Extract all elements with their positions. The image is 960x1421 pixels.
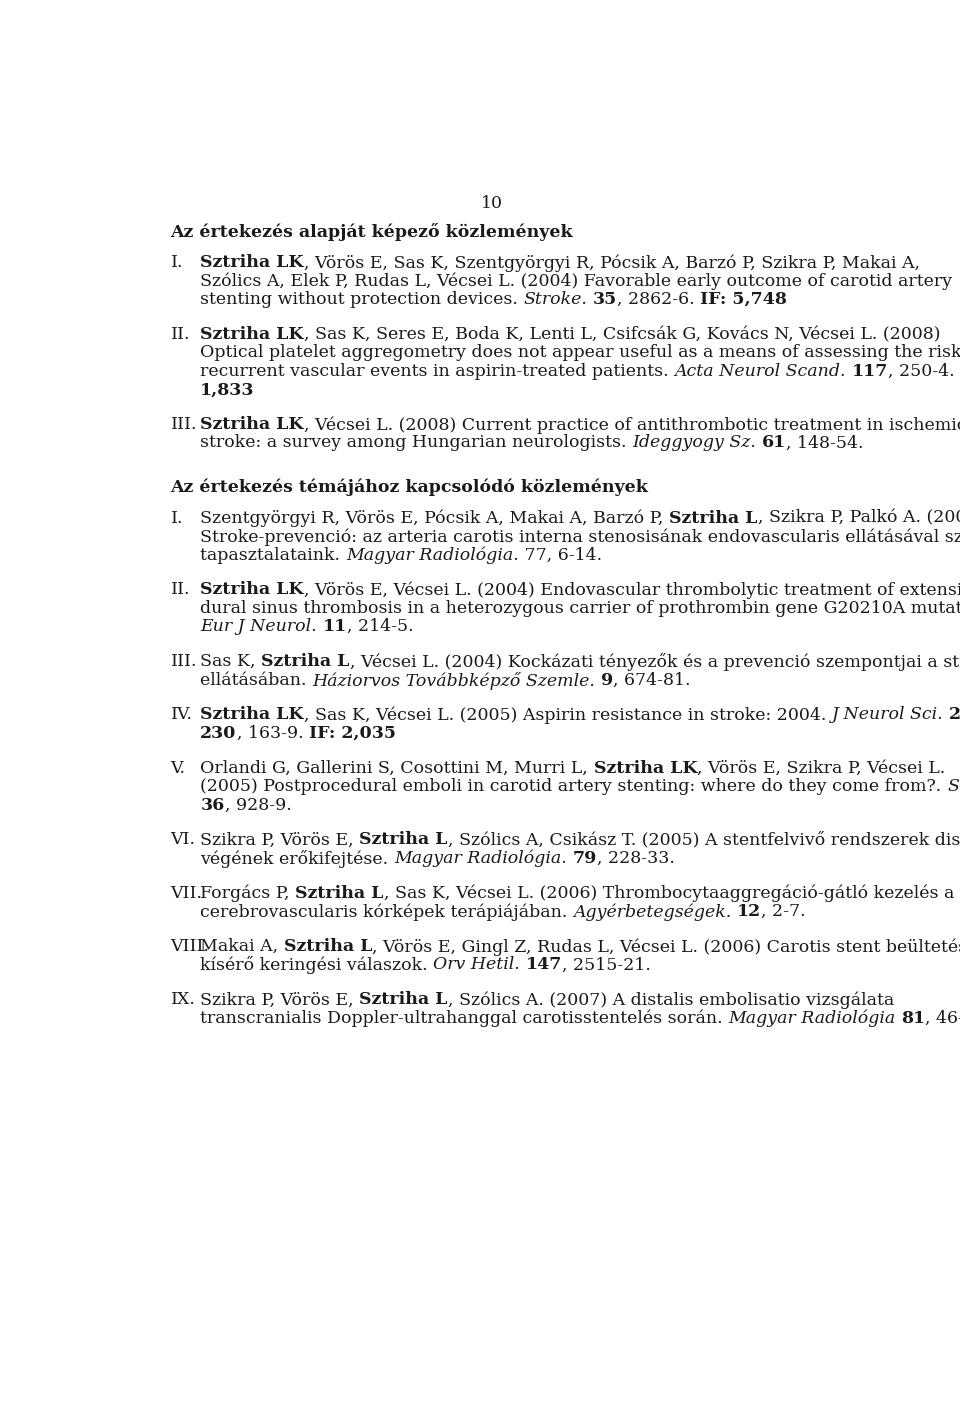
Text: , Szólics A, Csikász T. (2005) A stentfelvivő rendszerek distalis: , Szólics A, Csikász T. (2005) A stentfe… xyxy=(448,831,960,848)
Text: , Szikra P, Palkó A. (2003): , Szikra P, Palkó A. (2003) xyxy=(757,510,960,527)
Text: stroke: a survey among Hungarian neurologists.: stroke: a survey among Hungarian neurolo… xyxy=(201,435,633,452)
Text: 77, 6-14.: 77, 6-14. xyxy=(518,547,602,564)
Text: II.: II. xyxy=(171,325,190,342)
Text: Magyar Radiológia: Magyar Radiológia xyxy=(729,1010,896,1027)
Text: Sas K,: Sas K, xyxy=(201,654,261,671)
Text: , Vécsei L. (2004) Kockázati tényezők és a prevenció szempontjai a stroke: , Vécsei L. (2004) Kockázati tényezők és… xyxy=(349,654,960,671)
Text: , Vécsei L. (2008) Current practice of antithrombotic treatment in ischemic: , Vécsei L. (2008) Current practice of a… xyxy=(304,416,960,433)
Text: ellátásában.: ellátásában. xyxy=(201,672,312,689)
Text: 12: 12 xyxy=(737,904,761,921)
Text: VI.: VI. xyxy=(171,831,196,848)
Text: 1,833: 1,833 xyxy=(201,381,254,398)
Text: Sztriha LK: Sztriha LK xyxy=(201,254,304,271)
Text: , Sas K, Seres E, Boda K, Lenti L, Csifcsák G, Kovács N, Vécsei L. (2008): , Sas K, Seres E, Boda K, Lenti L, Csifc… xyxy=(304,325,941,342)
Text: VIII.: VIII. xyxy=(171,938,209,955)
Text: , 46–51.: , 46–51. xyxy=(925,1010,960,1027)
Text: J Neurol Sci.: J Neurol Sci. xyxy=(831,706,944,723)
Text: IX.: IX. xyxy=(171,992,196,1009)
Text: Eur J Neurol.: Eur J Neurol. xyxy=(201,618,317,635)
Text: , Sas K, Vécsei L. (2006) Thrombocytaaggregáció-gátló kezelés a: , Sas K, Vécsei L. (2006) Thrombocytaagg… xyxy=(384,885,954,902)
Text: Sztriha L: Sztriha L xyxy=(359,992,448,1009)
Text: cerebrovascularis kórképek terápiájában.: cerebrovascularis kórképek terápiájában. xyxy=(201,904,573,921)
Text: Magyar Radiológia.: Magyar Radiológia. xyxy=(346,547,518,564)
Text: 61: 61 xyxy=(761,435,786,452)
Text: Sztriha L: Sztriha L xyxy=(261,654,349,671)
Text: Acta Neurol Scand.: Acta Neurol Scand. xyxy=(675,362,846,379)
Text: , Sas K, Vécsei L. (2005) Aspirin resistance in stroke: 2004.: , Sas K, Vécsei L. (2005) Aspirin resist… xyxy=(304,706,831,723)
Text: Az értekezés témájához kapcsolódó közlemények: Az értekezés témájához kapcsolódó közlem… xyxy=(171,479,648,496)
Text: I.: I. xyxy=(171,510,183,527)
Text: IF: 2,035: IF: 2,035 xyxy=(309,725,396,742)
Text: III.: III. xyxy=(171,416,197,433)
Text: , 163-9.: , 163-9. xyxy=(237,725,309,742)
Text: Magyar Radiológia.: Magyar Radiológia. xyxy=(394,850,566,867)
Text: , 228-33.: , 228-33. xyxy=(596,850,675,867)
Text: Sztriha L: Sztriha L xyxy=(669,510,757,527)
Text: Orlandi G, Gallerini S, Cosottini M, Murri L,: Orlandi G, Gallerini S, Cosottini M, Mur… xyxy=(201,760,593,777)
Text: , 2862-6.: , 2862-6. xyxy=(617,291,701,308)
Text: , 2-7.: , 2-7. xyxy=(761,904,805,921)
Text: V.: V. xyxy=(171,760,185,777)
Text: Stroke.: Stroke. xyxy=(524,291,588,308)
Text: 147: 147 xyxy=(526,956,563,973)
Text: 79: 79 xyxy=(572,850,596,867)
Text: , 148-54.: , 148-54. xyxy=(786,435,863,452)
Text: , Vörös E, Gingl Z, Rudas L, Vécsei L. (2006) Carotis stent beültetést: , Vörös E, Gingl Z, Rudas L, Vécsei L. (… xyxy=(372,938,960,955)
Text: , Vörös E, Vécsei L. (2004) Endovascular thrombolytic treatment of extensive: , Vörös E, Vécsei L. (2004) Endovascular… xyxy=(304,581,960,600)
Text: transcranialis Doppler-ultrahanggal carotisstentelés során.: transcranialis Doppler-ultrahanggal caro… xyxy=(201,1010,729,1027)
Text: Ideggyogy Sz.: Ideggyogy Sz. xyxy=(633,435,756,452)
Text: Szentgyörgyi R, Vörös E, Pócsik A, Makai A, Barzó P,: Szentgyörgyi R, Vörös E, Pócsik A, Makai… xyxy=(201,510,669,527)
Text: (2005) Postprocedural emboli in carotid artery stenting: where do they come from: (2005) Postprocedural emboli in carotid … xyxy=(201,779,948,796)
Text: 11: 11 xyxy=(323,618,347,635)
Text: Az értekezés alapját képező közlemények: Az értekezés alapját képező közlemények xyxy=(171,223,573,242)
Text: , 214-5.: , 214-5. xyxy=(347,618,414,635)
Text: 35: 35 xyxy=(593,291,617,308)
Text: Forgács P,: Forgács P, xyxy=(201,885,296,902)
Text: Sztriha LK: Sztriha LK xyxy=(201,416,304,433)
Text: Sztriha LK: Sztriha LK xyxy=(593,760,697,777)
Text: stenting without protection devices.: stenting without protection devices. xyxy=(201,291,524,308)
Text: , Vörös E, Szikra P, Vécsei L.: , Vörös E, Szikra P, Vécsei L. xyxy=(697,760,946,777)
Text: Sztriha L: Sztriha L xyxy=(284,938,372,955)
Text: Makai A,: Makai A, xyxy=(201,938,284,955)
Text: , Vörös E, Sas K, Szentgyörgyi R, Pócsik A, Barzó P, Szikra P, Makai A,: , Vörös E, Sas K, Szentgyörgyi R, Pócsik… xyxy=(304,254,920,271)
Text: Szikra P, Vörös E,: Szikra P, Vörös E, xyxy=(201,831,359,848)
Text: 81: 81 xyxy=(901,1010,925,1027)
Text: , 250-4.: , 250-4. xyxy=(888,362,960,379)
Text: Sztriha LK: Sztriha LK xyxy=(201,581,304,598)
Text: , 674-81.: , 674-81. xyxy=(613,672,690,689)
Text: , 2515-21.: , 2515-21. xyxy=(563,956,651,973)
Text: 229-: 229- xyxy=(948,706,960,723)
Text: Szólics A, Elek P, Rudas L, Vécsei L. (2004) Favorable early outcome of carotid : Szólics A, Elek P, Rudas L, Vécsei L. (2… xyxy=(201,273,952,290)
Text: Háziorvos Továbbképző Szemle.: Háziorvos Továbbképző Szemle. xyxy=(312,672,595,689)
Text: kísérő keringési válaszok.: kísérő keringési válaszok. xyxy=(201,956,434,975)
Text: 36: 36 xyxy=(201,797,225,814)
Text: dural sinus thrombosis in a heterozygous carrier of prothrombin gene G20210A mut: dural sinus thrombosis in a heterozygous… xyxy=(201,600,960,617)
Text: Sztriha L: Sztriha L xyxy=(359,831,448,848)
Text: IF: 5,748: IF: 5,748 xyxy=(701,291,787,308)
Text: VII.: VII. xyxy=(171,885,203,902)
Text: , Szólics A. (2007) A distalis embolisatio vizsgálata: , Szólics A. (2007) A distalis embolisat… xyxy=(448,992,894,1009)
Text: tapasztalataink.: tapasztalataink. xyxy=(201,547,346,564)
Text: Optical platelet aggregometry does not appear useful as a means of assessing the: Optical platelet aggregometry does not a… xyxy=(201,344,960,361)
Text: IV.: IV. xyxy=(171,706,193,723)
Text: 230: 230 xyxy=(201,725,237,742)
Text: Sztriha LK: Sztriha LK xyxy=(201,325,304,342)
Text: 10: 10 xyxy=(481,195,503,212)
Text: végének erőkifejtése.: végének erőkifejtése. xyxy=(201,850,394,868)
Text: III.: III. xyxy=(171,654,197,671)
Text: Agyérbetegségek.: Agyérbetegségek. xyxy=(573,904,732,921)
Text: , 928-9.: , 928-9. xyxy=(225,797,291,814)
Text: Szikra P, Vörös E,: Szikra P, Vörös E, xyxy=(201,992,359,1009)
Text: Sztriha LK: Sztriha LK xyxy=(201,706,304,723)
Text: Orv Hetil.: Orv Hetil. xyxy=(434,956,520,973)
Text: Sztriha L: Sztriha L xyxy=(296,885,384,902)
Text: I.: I. xyxy=(171,254,183,271)
Text: recurrent vascular events in aspirin-treated patients.: recurrent vascular events in aspirin-tre… xyxy=(201,362,675,379)
Text: Stroke.: Stroke. xyxy=(948,779,960,796)
Text: 9: 9 xyxy=(601,672,613,689)
Text: II.: II. xyxy=(171,581,190,598)
Text: Stroke-prevenció: az arteria carotis interna stenosisának endovascularis ellátás: Stroke-prevenció: az arteria carotis int… xyxy=(201,529,960,546)
Text: 117: 117 xyxy=(852,362,888,379)
